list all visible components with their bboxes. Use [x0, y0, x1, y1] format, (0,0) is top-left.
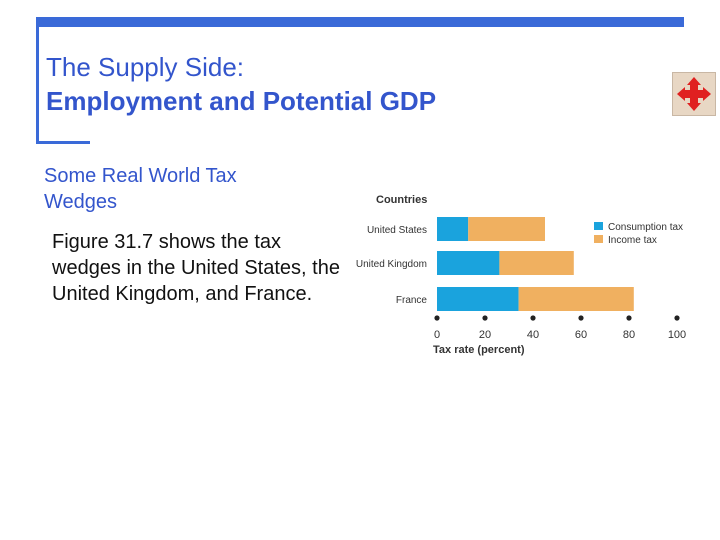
move-arrows-glyph — [677, 77, 711, 111]
bar-consumption — [437, 287, 519, 311]
legend-label: Income tax — [608, 235, 657, 246]
x-tick-dot — [578, 315, 584, 321]
tax-wedge-chart: Countries United States United Kingdom Fran… — [356, 194, 686, 356]
x-axis-label: Tax rate (percent) — [433, 344, 525, 356]
category-label: United States — [367, 225, 427, 236]
slide-title: The Supply Side: Employment and Potentia… — [46, 50, 436, 118]
category-label: United Kingdom — [356, 259, 427, 270]
x-tick-dot — [626, 315, 632, 321]
bar-consumption — [437, 217, 469, 241]
move-arrows-icon[interactable] — [672, 72, 716, 116]
x-tick-label: 20 — [479, 329, 491, 341]
y-axis-label: Countries — [376, 194, 427, 206]
x-tick-dot — [530, 315, 536, 321]
x-tick-label: 80 — [623, 329, 635, 341]
title-accent-bottom — [36, 141, 90, 144]
x-tick-label: 0 — [434, 329, 440, 341]
x-tick-label: 100 — [668, 329, 686, 341]
legend-label: Consumption tax — [608, 222, 683, 233]
title-line-1: The Supply Side: — [46, 52, 245, 82]
slide-body-text: Figure 31.7 shows the tax wedges in the … — [52, 231, 340, 305]
title-accent-bar — [36, 17, 684, 27]
x-tick-dot — [482, 315, 488, 321]
bar-income — [518, 287, 634, 311]
bar-consumption — [437, 251, 500, 275]
bar-income — [468, 217, 545, 241]
category-label: France — [396, 295, 428, 306]
title-accent-left — [36, 17, 39, 144]
legend-swatch — [594, 222, 603, 230]
x-tick-dot — [434, 315, 440, 321]
bar-income — [499, 251, 574, 275]
slide-subheading: Some Real World Tax Wedges — [44, 165, 237, 213]
title-line-2: Employment and Potential GDP — [46, 86, 437, 116]
x-tick-label: 40 — [527, 329, 539, 341]
x-tick-label: 60 — [575, 329, 587, 341]
x-tick-dot — [674, 315, 680, 321]
legend-swatch — [594, 235, 603, 243]
